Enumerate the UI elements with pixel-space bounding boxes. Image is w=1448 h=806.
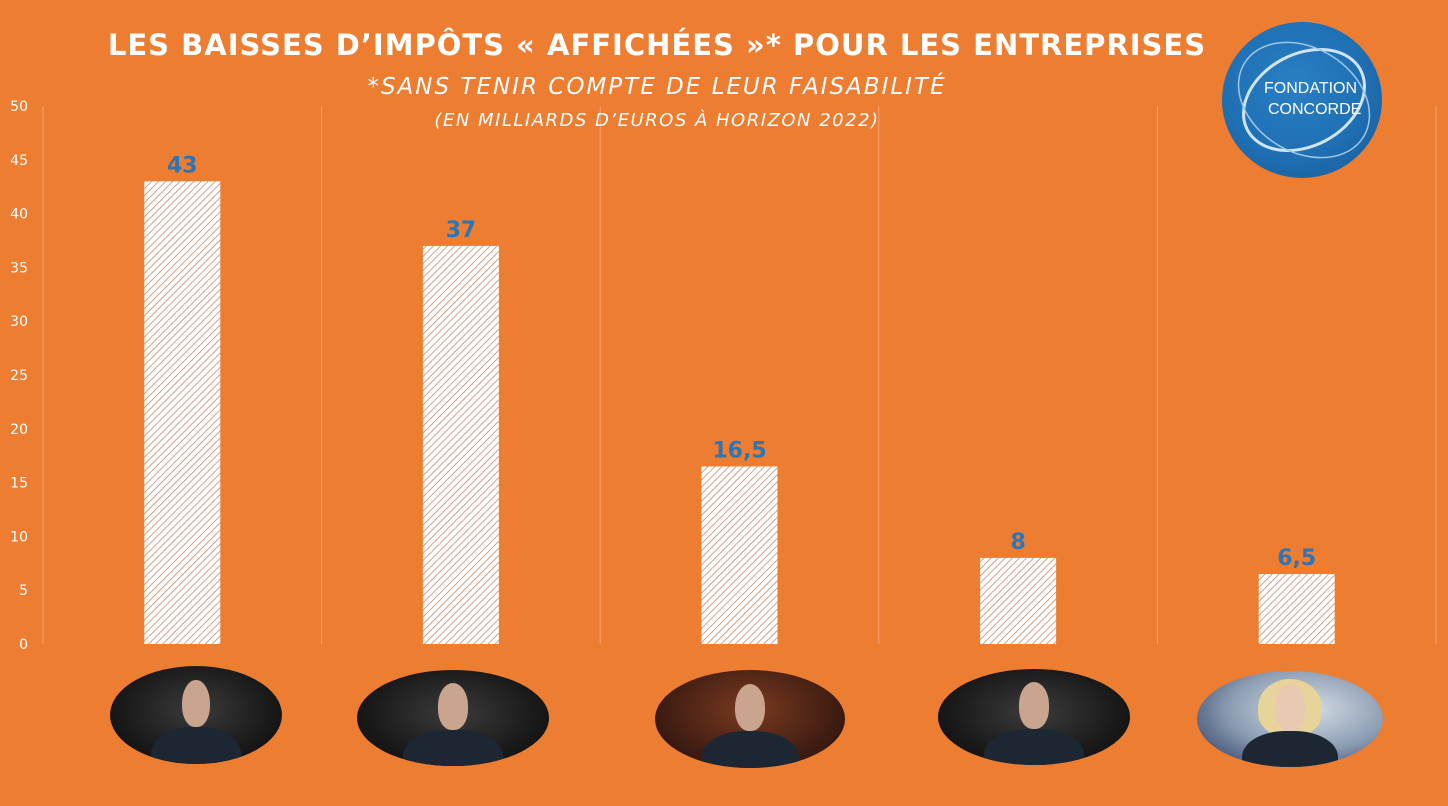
data-label: 8: [1010, 530, 1025, 555]
chart-title: LES BAISSES D’IMPÔTS « AFFICHÉES »* POUR…: [107, 28, 1207, 62]
logo-line-1: FONDATION: [1264, 80, 1358, 97]
y-tick-label: 5: [19, 583, 28, 599]
fondation-concorde-logo: FONDATION CONCORDE: [1222, 22, 1382, 178]
bars: [144, 181, 1335, 644]
data-label: 6,5: [1277, 546, 1316, 571]
y-tick-label: 30: [10, 314, 28, 330]
data-labels: 43 37 16,5 8 6,5: [167, 153, 1316, 571]
bar: [144, 181, 221, 644]
y-tick-label: 10: [10, 529, 28, 545]
portrait-1: [110, 666, 282, 764]
chart-unit-note: (EN MILLIARDS D’EUROS À HORIZON 2022): [434, 110, 880, 131]
y-tick-label: 45: [10, 153, 28, 169]
logo-text: FONDATION CONCORDE: [1264, 78, 1361, 120]
bar: [422, 245, 499, 644]
y-tick-label: 0: [19, 637, 28, 653]
y-axis: 0 5 10 15 20 25 30 35 40 45 50: [10, 99, 28, 653]
data-label: 16,5: [712, 438, 766, 463]
bar: [1258, 574, 1335, 644]
portrait-4: [938, 669, 1130, 765]
y-tick-label: 20: [10, 422, 28, 438]
portrait-2: [357, 670, 549, 766]
chart-subtitle: *SANS TENIR COMPTE DE LEUR FAISABILITÉ: [367, 74, 947, 100]
data-label: 43: [167, 153, 198, 178]
data-label: 37: [446, 218, 477, 243]
bar: [980, 557, 1057, 644]
y-tick-label: 40: [10, 207, 28, 223]
portrait-3: [655, 670, 845, 768]
y-tick-label: 35: [10, 260, 28, 276]
portrait-5: [1197, 671, 1383, 767]
y-tick-label: 15: [10, 476, 28, 492]
bar: [701, 466, 778, 644]
y-tick-label: 50: [10, 99, 28, 115]
logo-swoosh-icon: [1237, 41, 1371, 159]
logo-line-2: CONCORDE: [1268, 101, 1362, 118]
y-tick-label: 25: [10, 368, 28, 384]
chart-grid: [42, 106, 1437, 644]
